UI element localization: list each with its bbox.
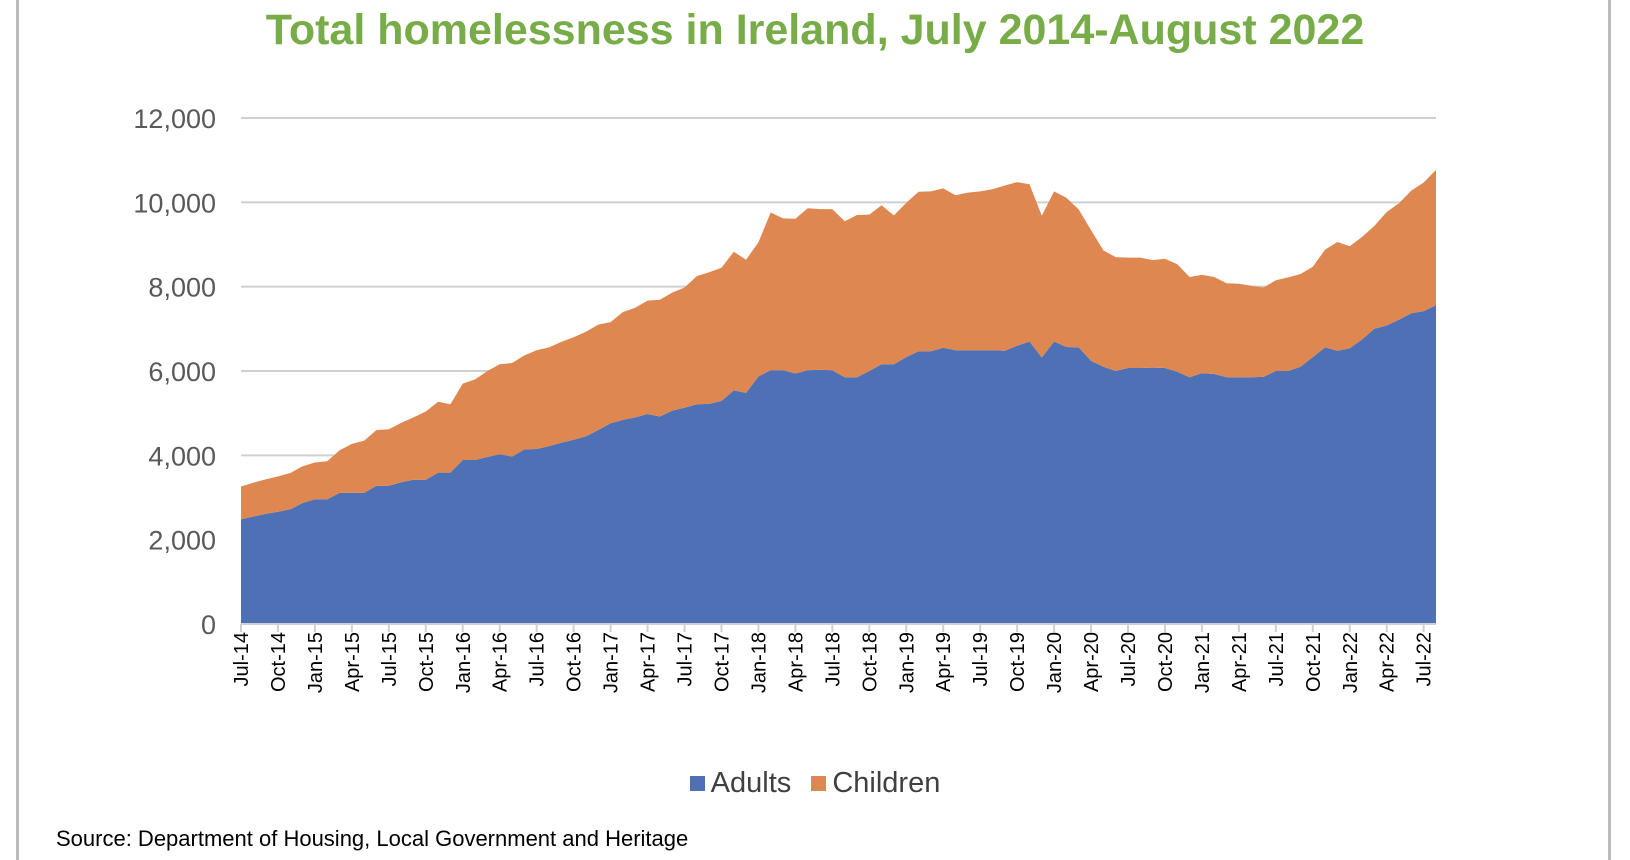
x-tick-label: Oct-18 [859, 632, 881, 692]
adults-swatch [689, 776, 705, 791]
x-axis: Jul-14 Oct-14 Jan-15 Apr-15 Jul-15 Oct-15 Jan-… [231, 623, 1436, 693]
x-tick-label: Oct-17 [712, 632, 734, 692]
chart-title: Total homelessness in Ireland, July 2014… [265, 6, 1365, 54]
legend-label-children: Children [832, 767, 941, 799]
x-tick-label: Jan-22 [1340, 632, 1362, 693]
y-tick-label: 12,000 [133, 104, 216, 134]
area-children [241, 169, 1436, 520]
source-note: Source: Department of Housing, Local Gov… [56, 826, 689, 851]
x-tick-label: Jul-18 [822, 632, 844, 686]
x-tick-label: Jul-16 [527, 632, 549, 686]
x-tick-label: Jan-21 [1192, 632, 1214, 693]
chart-frame [16, 0, 1611, 860]
x-tick-label: Jan-17 [601, 632, 623, 693]
x-tick-label: Apr-16 [490, 632, 512, 692]
legend-item-children: Children [811, 767, 940, 800]
x-tick-label: Jul-22 [1414, 632, 1436, 686]
x-tick-label: Oct-15 [416, 632, 438, 692]
x-tick-label: Apr-19 [933, 632, 955, 692]
x-tick-label: Jan-15 [305, 632, 327, 693]
legend-label-adults: Adults [710, 767, 792, 799]
area-adults [241, 305, 1436, 624]
y-tick-label: 4,000 [148, 441, 216, 471]
x-tick-label: Jul-15 [379, 632, 401, 686]
x-tick-label: Apr-18 [785, 632, 807, 692]
x-tick-label: Apr-17 [638, 632, 660, 692]
x-tick-label: Jul-14 [231, 632, 253, 686]
legend-item-adults: Adults [689, 767, 792, 800]
x-tick-label: Apr-22 [1377, 632, 1399, 692]
y-tick-label: 10,000 [133, 188, 216, 218]
y-axis-ticks: 0 2,000 4,000 6,000 8,000 10,000 12,000 [133, 104, 216, 640]
x-tick-label: Oct-16 [564, 632, 586, 692]
x-tick-label: Apr-20 [1081, 632, 1103, 692]
x-tick-label: Oct-19 [1007, 632, 1029, 692]
x-tick-label: Apr-15 [342, 632, 364, 692]
x-tick-label: Jul-17 [675, 632, 697, 686]
x-tick-label: Oct-14 [268, 632, 290, 692]
stacked-areas [241, 169, 1436, 624]
x-tick-label: Jan-18 [748, 632, 770, 693]
y-tick-label: 2,000 [148, 526, 216, 556]
children-swatch [811, 776, 827, 791]
x-tick-label: Jul-20 [1118, 632, 1140, 686]
y-tick-label: 6,000 [148, 357, 216, 387]
x-tick-label: Jul-19 [970, 632, 992, 686]
y-tick-label: 0 [201, 610, 216, 640]
legend: Adults Children [0, 766, 1630, 800]
x-tick-label: Jan-19 [896, 632, 918, 693]
x-tick-label: Jan-16 [453, 632, 475, 693]
x-tick-label: Jan-20 [1044, 632, 1066, 693]
x-tick-label: Oct-20 [1155, 632, 1177, 692]
x-tick-label: Apr-21 [1229, 632, 1251, 692]
x-tick-label: Oct-21 [1303, 632, 1325, 692]
y-tick-label: 8,000 [148, 273, 216, 303]
x-tick-label: Jul-21 [1266, 632, 1288, 686]
